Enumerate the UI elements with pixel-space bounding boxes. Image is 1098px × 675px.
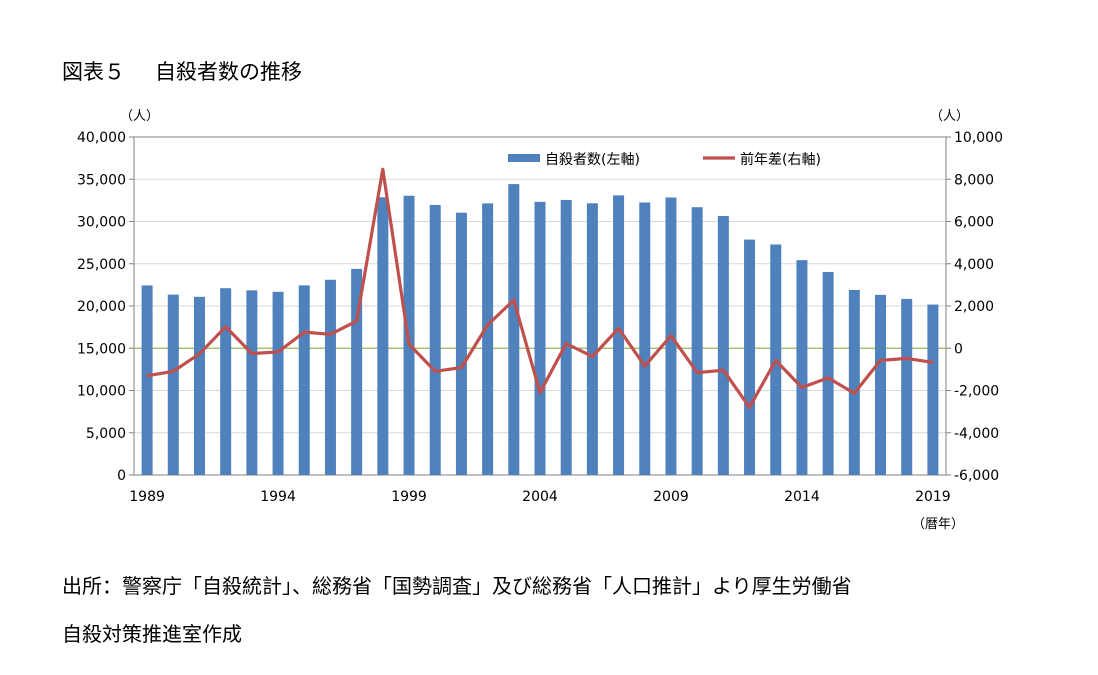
bar-2011 (717, 215, 729, 475)
left-axis-tick-label: 25,000 (77, 257, 126, 273)
bar-1991 (193, 296, 205, 475)
bar-2015 (822, 271, 834, 475)
line-point-2007 (617, 327, 620, 330)
bar-2012 (744, 239, 756, 475)
bar-2002 (482, 203, 494, 475)
bar-2001 (455, 212, 467, 475)
x-tick-label: 2014 (784, 489, 820, 505)
line-point-2013 (774, 359, 777, 362)
line-point-2016 (853, 392, 856, 395)
line-point-2012 (748, 406, 751, 409)
right-axis-tick-label: 8,000 (954, 172, 994, 188)
bar-1992 (220, 288, 232, 475)
bar-2004 (534, 201, 546, 475)
line-point-1998 (382, 168, 384, 171)
x-axis-unit: （暦年） (912, 517, 964, 532)
line-point-1999 (408, 343, 410, 346)
line-point-2008 (643, 365, 646, 367)
bar-1994 (272, 291, 284, 475)
source-line-1: 出所：警察庁「自殺統計」、総務省「国勢調査」及び総務省「人口推計」より厚生労働省 (62, 574, 852, 598)
left-axis-tick-label: 10,000 (77, 384, 126, 400)
suicide-trend-chart: 0 5,000 10,000 15,000 20,000 25,000 30,000 35,0… (77, 109, 1003, 532)
line-point-1996 (329, 333, 332, 336)
x-tick-label: 1999 (391, 489, 427, 505)
bar-2010 (691, 207, 703, 476)
right-axis-tick-label: 6,000 (954, 215, 994, 231)
line-point-2000 (434, 370, 437, 373)
right-axis-tick-label: -2,000 (954, 384, 999, 400)
line-point-2018 (905, 357, 908, 360)
line-point-1995 (303, 331, 306, 333)
left-axis-tick-label: 30,000 (77, 215, 126, 231)
right-axis-tick-label: 0 (954, 341, 963, 357)
line-point-2003 (513, 299, 515, 301)
line-point-1994 (277, 351, 279, 353)
left-axis-tick-label: 35,000 (77, 172, 126, 188)
x-tick-label: 2019 (915, 489, 951, 505)
x-tick-label: 1989 (129, 489, 165, 505)
legend-label-bars: 自殺者数(左軸) (545, 152, 640, 168)
bar-2018 (901, 298, 913, 475)
source-line-2: 自殺対策推進室作成 (62, 622, 242, 646)
bar-1997 (351, 268, 363, 475)
x-tick-label: 1994 (260, 489, 296, 505)
figure-label: 図表５ (62, 60, 125, 84)
line-point-1990 (172, 370, 175, 373)
left-axis-tick-label: 0 (117, 468, 126, 484)
line-point-1991 (198, 352, 201, 355)
left-axis-tick-label: 20,000 (77, 299, 126, 315)
bar-2000 (429, 204, 441, 475)
bar-1990 (167, 294, 179, 475)
right-axis-tick-label: 4,000 (954, 257, 994, 273)
line-point-1993 (251, 352, 253, 355)
line-point-2017 (879, 359, 882, 362)
line-point-2004 (539, 391, 541, 394)
x-tick-label: 2004 (522, 489, 558, 505)
bar-2016 (848, 289, 860, 475)
right-axis-tick-label: -4,000 (954, 426, 999, 442)
bar-1995 (298, 285, 310, 475)
bar-2008 (639, 202, 651, 475)
line-point-2010 (696, 371, 698, 374)
line-point-1992 (224, 325, 227, 328)
bar-2005 (560, 199, 572, 475)
line-point-2019 (932, 361, 934, 364)
line-point-1989 (146, 375, 148, 377)
line-point-2006 (591, 355, 594, 358)
left-axis-tick-label: 15,000 (77, 341, 126, 357)
bar-1998 (377, 197, 389, 475)
line-point-2005 (565, 342, 567, 345)
legend-label-line: 前年差(右軸) (740, 151, 821, 168)
left-axis-unit: （人） (120, 109, 159, 124)
bar-2017 (875, 294, 887, 475)
line-point-2011 (722, 369, 725, 371)
figure-title: 図表５ 自殺者数の推移 (62, 56, 302, 86)
left-axis-tick-label: 5,000 (86, 426, 126, 442)
bar-2014 (796, 260, 808, 475)
bar-1989 (141, 285, 153, 475)
bar-2003 (508, 184, 520, 475)
bar-1993 (246, 290, 258, 475)
right-axis-unit: （人） (930, 109, 969, 124)
line-point-2009 (670, 334, 672, 337)
right-axis-tick-label: -6,000 (954, 468, 999, 484)
line-point-1997 (355, 320, 358, 322)
bar-1996 (324, 279, 336, 475)
legend-swatch-bars (508, 154, 540, 162)
x-tick-label: 2009 (653, 489, 689, 505)
left-axis-tick-label: 40,000 (77, 130, 126, 146)
right-axis-tick-label: 10,000 (954, 130, 1003, 146)
right-axis-tick-label: 2,000 (954, 299, 994, 315)
bar-2019 (927, 304, 939, 475)
line-point-2001 (460, 366, 463, 369)
line-point-2002 (486, 324, 489, 326)
line-point-2014 (801, 386, 803, 389)
bar-2006 (586, 203, 598, 475)
figure-title-text: 自殺者数の推移 (155, 60, 302, 84)
bar-2007 (613, 195, 625, 476)
line-point-2015 (827, 377, 829, 379)
